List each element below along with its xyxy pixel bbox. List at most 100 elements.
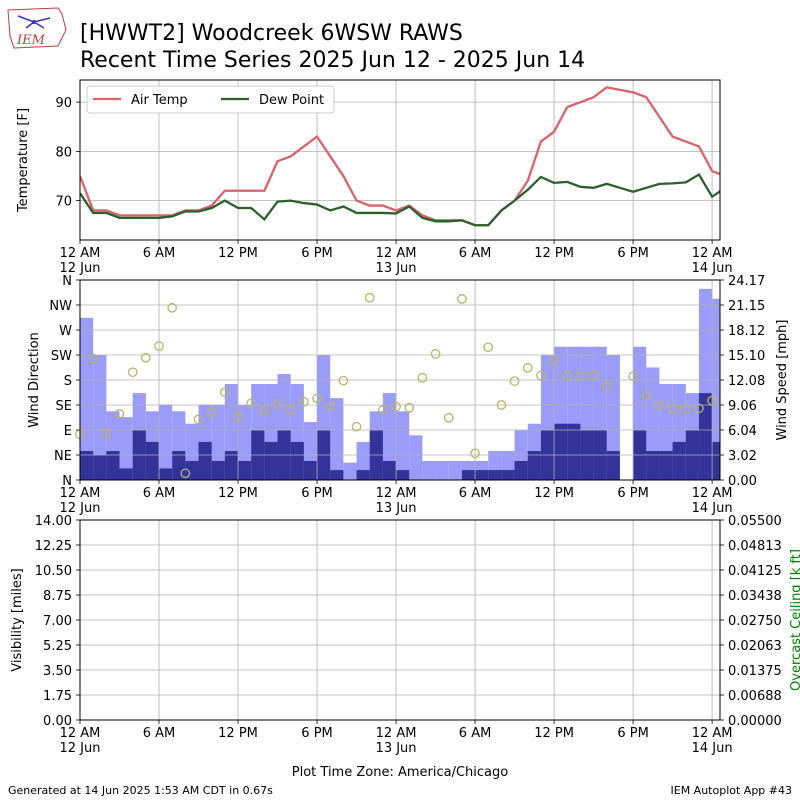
wind-base-bar <box>172 451 186 480</box>
wind-dir-tick-label: SE <box>56 399 72 414</box>
wind-direction-point <box>101 428 112 439</box>
temp-xtick-label: 12 AM <box>692 246 733 261</box>
wind-direction-ylabel: Wind Direction <box>27 332 42 428</box>
vis-xtick-label: 12 PM <box>218 726 258 741</box>
ceiling-tick-label: 0.03438 <box>728 589 782 604</box>
ceiling-tick-label: 0.05500 <box>728 514 782 529</box>
vis-frame <box>79 519 721 721</box>
wind-direction-point <box>272 399 283 409</box>
temp-xtick-date: 12 Jun <box>60 261 101 276</box>
wind-direction-point <box>193 414 204 425</box>
ceiling-tick-label: 0.02750 <box>728 614 782 629</box>
wind-direction-point <box>417 372 428 383</box>
wind-direction-point <box>680 404 691 414</box>
temp-ytick-label: 80 <box>55 145 72 160</box>
wind-direction-point <box>325 401 336 412</box>
wind-xtick-label: 6 AM <box>143 486 176 501</box>
wind-base-bar <box>80 451 94 480</box>
wind-base-bar <box>475 470 489 480</box>
wind-direction-point <box>285 405 296 416</box>
wind-speed-tick-label: 24.17 <box>728 274 765 289</box>
wind-direction-point <box>549 355 559 366</box>
wind-xtick-label: 12 AM <box>60 486 101 501</box>
wind-direction-point <box>391 401 401 412</box>
temp-xtick-date: 14 Jun <box>692 261 733 276</box>
wind-base-bar <box>698 393 713 480</box>
wind-dir-tick-label: SW <box>51 349 72 364</box>
legend-dew-point-label: Dew Point <box>259 93 324 108</box>
wind-direction-point <box>667 404 678 415</box>
ceiling-tick-label: 0.02063 <box>728 639 782 654</box>
ceiling-ylabel: Overcast Ceiling [k ft] <box>789 549 800 691</box>
wind-xtick-label: 12 AM <box>376 486 417 501</box>
wind-direction-point <box>457 294 467 304</box>
temp-xtick-date: 13 Jun <box>376 261 417 276</box>
wind-speed-tick-label: 15.10 <box>728 349 765 364</box>
wind-direction-point <box>641 390 652 401</box>
chart-title-line2: Recent Time Series 2025 Jun 12 - 2025 Ju… <box>80 48 585 73</box>
wind-base-bar <box>488 470 502 480</box>
wind-direction-point <box>233 411 243 422</box>
wind-direction-point <box>654 400 665 411</box>
temp-xtick-label: 12 PM <box>218 246 258 261</box>
visibility-ylabel: Visibility [miles] <box>10 568 25 671</box>
wind-direction-point <box>562 371 573 381</box>
vis-ytick-label: 0.00 <box>43 714 72 729</box>
wind-base-bar <box>659 451 673 480</box>
wind-direction-point <box>88 353 99 364</box>
wind-direction-point <box>180 468 191 479</box>
wind-frame <box>79 279 721 481</box>
vis-ytick-label: 5.25 <box>43 639 72 654</box>
wind-base-bar <box>119 468 133 480</box>
wind-xtick-label: 6 PM <box>617 486 648 501</box>
wind-xtick-date: 13 Jun <box>376 501 417 516</box>
wind-direction-point <box>154 341 164 351</box>
iem-logo: IEM <box>7 7 67 49</box>
vis-xtick-label: 12 PM <box>534 726 574 741</box>
wind-xtick-date: 12 Jun <box>60 501 101 516</box>
wind-speed-bar <box>382 393 397 480</box>
wind-speed-bar <box>159 404 173 480</box>
wind-direction-point <box>259 405 270 416</box>
wind-base-bar <box>356 470 370 480</box>
wind-direction-point <box>588 370 599 380</box>
temp-frame <box>79 79 721 241</box>
temp-legend: Air Temp Dew Point <box>86 85 335 114</box>
temp-xtick-label: 6 AM <box>459 246 492 261</box>
wind-speed-tick-label: 18.12 <box>728 324 765 339</box>
wind-speed-bar <box>435 460 449 480</box>
wind-direction-point <box>483 342 494 353</box>
wind-direction-point <box>522 362 533 373</box>
wind-speed-bar <box>343 462 357 480</box>
wind-direction-point <box>575 371 586 381</box>
wind-base-bar <box>672 441 686 480</box>
wind-base-bar <box>712 441 720 480</box>
legend-box <box>86 85 335 114</box>
wind-dir-tick-label: N <box>62 274 72 289</box>
wind-direction-point <box>496 400 507 410</box>
wind-base-bar <box>514 460 528 480</box>
wind-base-bar <box>382 460 397 480</box>
wind-speed-bar <box>712 298 720 480</box>
app-note: IEM Autoplot App #43 <box>671 784 793 797</box>
wind-direction-point <box>206 407 217 418</box>
vis-xtick-label: 6 AM <box>143 726 176 741</box>
vis-xtick-date: 12 Jun <box>60 741 101 756</box>
wind-speed-tick-label: 6.04 <box>728 424 757 439</box>
wind-speed-bar <box>396 411 410 480</box>
wind-base-bar <box>198 441 212 480</box>
vis-ytick-label: 1.75 <box>43 689 72 704</box>
vis-ytick-label: 8.75 <box>43 589 72 604</box>
wind-xtick-label: 12 PM <box>218 486 258 501</box>
wind-direction-point <box>114 409 125 419</box>
wind-xtick-label: 12 PM <box>534 486 574 501</box>
wind-speed-ylabel: Wind Speed [mph] <box>775 320 790 441</box>
wind-base-bar <box>211 460 225 480</box>
wind-direction-point <box>299 396 309 407</box>
wind-base-bar <box>93 455 107 480</box>
wind-base-bar <box>224 451 239 480</box>
vis-xtick-date: 14 Jun <box>692 741 733 756</box>
wind-direction-point <box>351 421 362 432</box>
wind-direction-point <box>312 393 322 404</box>
